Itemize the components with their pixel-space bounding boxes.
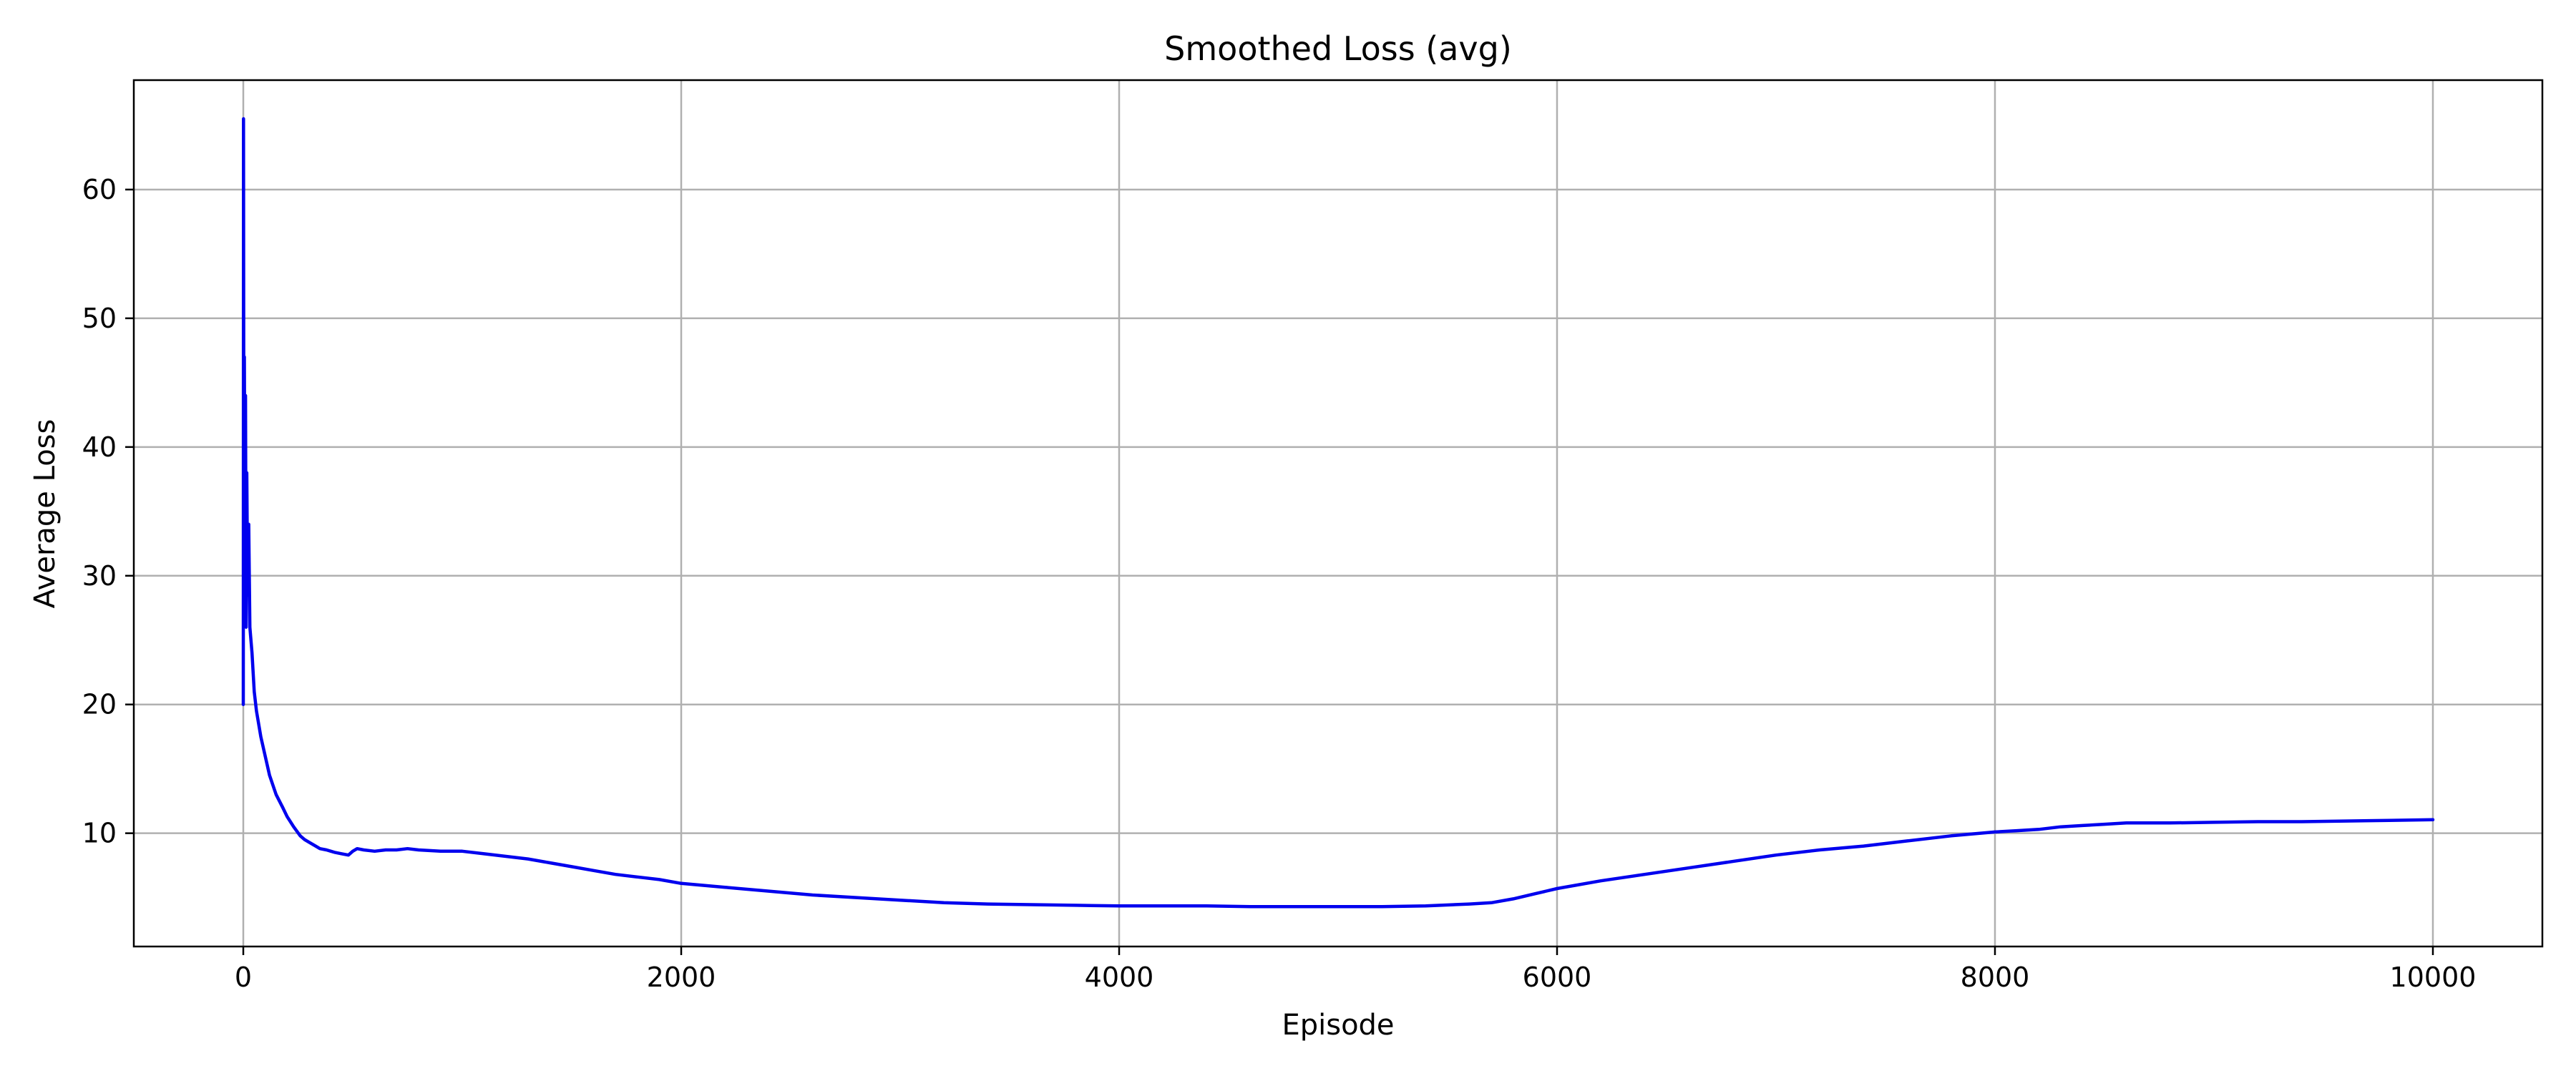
- y-axis-ticks: 10 20 30 40 50 60: [82, 174, 134, 849]
- x-tick-label: 4000: [1085, 962, 1154, 993]
- y-tick-label: 50: [82, 303, 117, 334]
- x-axis-title: Episode: [1282, 1009, 1394, 1042]
- x-tick-label: 0: [235, 962, 252, 993]
- grid-lines: [134, 80, 2542, 947]
- x-tick-label: 6000: [1523, 962, 1592, 993]
- y-tick-label: 40: [82, 431, 117, 463]
- y-tick-label: 20: [82, 689, 117, 720]
- y-axis-title: Average Loss: [29, 419, 62, 609]
- y-tick-label: 30: [82, 560, 117, 592]
- x-tick-label: 2000: [647, 962, 716, 993]
- y-tick-label: 10: [82, 818, 117, 849]
- x-tick-label: 10000: [2390, 962, 2477, 993]
- x-tick-label: 8000: [1961, 962, 2030, 993]
- series-line-0: [241, 117, 2435, 909]
- series-layer: [241, 117, 2435, 909]
- chart-title: Smoothed Loss (avg): [1164, 29, 1512, 68]
- y-tick-label: 60: [82, 174, 117, 205]
- x-axis-ticks: 0 2000 4000 6000 8000 10000: [235, 947, 2477, 993]
- plot-frame: [132, 79, 2544, 948]
